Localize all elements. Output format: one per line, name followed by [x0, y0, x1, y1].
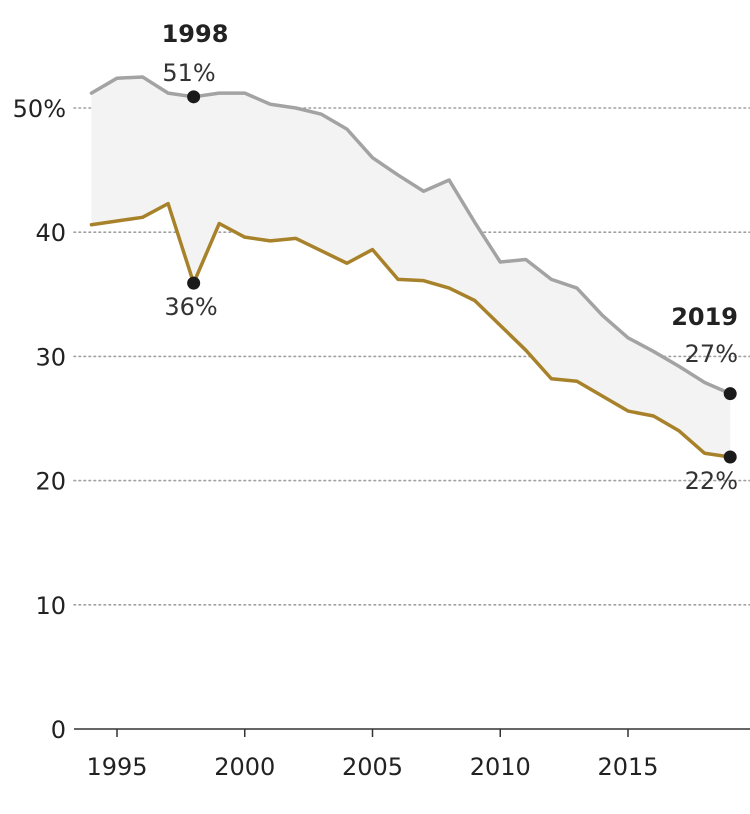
y-axis-ticks: 0 10 20 30 40 50% — [13, 95, 66, 744]
annotation-value-2019-upper: 27% — [685, 340, 738, 368]
annotation-year-1998: 1998 — [162, 20, 229, 48]
x-tick-label-2005: 2005 — [342, 753, 403, 781]
annotation-value-1998-upper: 51% — [162, 59, 215, 87]
x-tick-label-2000: 2000 — [214, 753, 275, 781]
marker-1998-upper — [187, 90, 201, 104]
annotation-year-2019: 2019 — [671, 303, 738, 331]
x-tick-label-2015: 2015 — [597, 753, 658, 781]
annotation-value-1998-lower: 36% — [164, 293, 217, 321]
y-tick-label-50: 50% — [13, 95, 66, 123]
y-tick-label-40: 40 — [35, 219, 66, 247]
marker-1998-lower — [187, 276, 201, 290]
annotation-value-2019-lower: 22% — [685, 467, 738, 495]
marker-2019-lower — [723, 450, 737, 464]
marker-2019-upper — [723, 387, 737, 401]
annotation-markers — [187, 90, 737, 464]
series-line-lower — [89, 201, 732, 459]
x-tick-label-1995: 1995 — [86, 753, 147, 781]
x-tick-label-2010: 2010 — [470, 753, 531, 781]
y-tick-label-20: 20 — [35, 468, 66, 496]
x-axis-ticks: 1995 2000 2005 2010 2015 — [86, 729, 659, 781]
y-tick-label-0: 0 — [51, 716, 66, 744]
y-tick-label-30: 30 — [35, 343, 66, 371]
gap-area — [91, 76, 731, 458]
y-tick-label-10: 10 — [35, 592, 66, 620]
